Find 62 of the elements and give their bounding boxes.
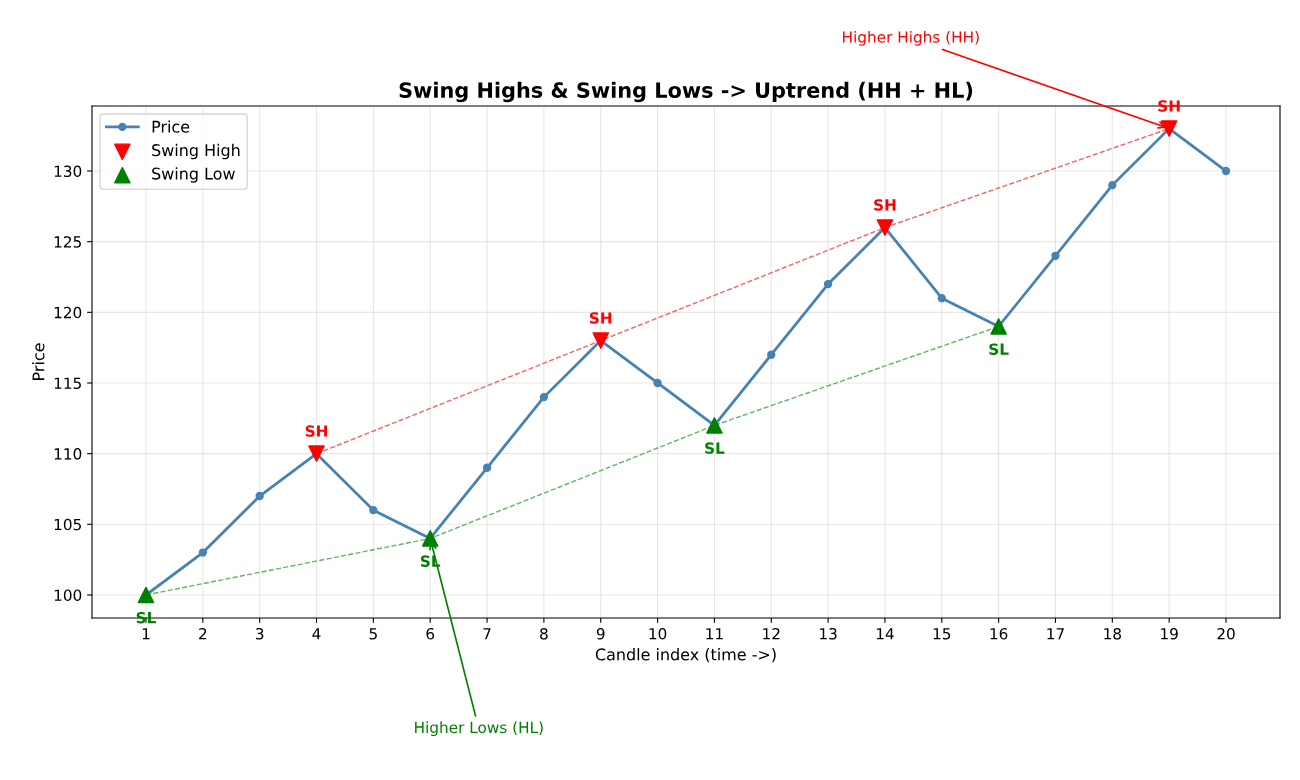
x-tick-label: 13 xyxy=(820,627,837,640)
x-tick-label: 8 xyxy=(540,627,548,640)
x-axis-title: Candle index (time ->) xyxy=(595,648,776,663)
legend-label: Swing Low xyxy=(152,167,235,183)
x-tick-label: 6 xyxy=(426,627,435,640)
point xyxy=(1160,120,1178,137)
x-tick-label: 14 xyxy=(876,628,894,640)
x-tick-label: 10 xyxy=(649,627,667,640)
y-tick-label: 105 xyxy=(54,518,81,531)
point xyxy=(1108,180,1117,190)
legend-label: Swing High xyxy=(152,143,240,160)
data-label: SH xyxy=(874,199,896,211)
point xyxy=(767,350,776,359)
point xyxy=(255,491,264,501)
legend-label: Price xyxy=(152,120,190,133)
y-tick-label: 110 xyxy=(54,448,82,460)
x-tick-label: 5 xyxy=(369,628,377,640)
x-tick-label: 9 xyxy=(596,627,605,640)
data-label: SL xyxy=(136,611,156,624)
annotation: Higher Highs (HH) xyxy=(843,30,979,46)
y-tick-label: 100 xyxy=(54,589,82,601)
x-tick-label: 20 xyxy=(1217,627,1235,640)
x-tick-label: 17 xyxy=(1047,628,1064,640)
x-tick-label: 18 xyxy=(1104,627,1121,640)
x-tick-label: 12 xyxy=(763,627,780,640)
x-tick-label: 2 xyxy=(199,627,207,640)
y-axis-title: Price xyxy=(32,343,45,380)
point xyxy=(706,417,723,434)
point xyxy=(539,392,549,402)
x-tick-label: 11 xyxy=(706,628,723,640)
point xyxy=(937,294,946,303)
point xyxy=(592,332,610,349)
point xyxy=(482,463,492,472)
y-tick-label: 130 xyxy=(54,165,82,178)
data-label: SL xyxy=(989,343,1009,355)
point xyxy=(653,378,662,388)
data-label: SL xyxy=(705,442,725,454)
point xyxy=(421,530,439,547)
x-tick-label: 19 xyxy=(1161,627,1178,640)
point xyxy=(198,548,208,557)
chart-title: Swing Highs & Swing Lows -> Uptrend (HH + HL) xyxy=(399,81,973,103)
x-tick-label: 3 xyxy=(255,627,264,640)
point xyxy=(308,445,325,462)
y-tick-label: 125 xyxy=(54,236,81,248)
y-tick-label: 115 xyxy=(54,377,81,390)
point xyxy=(369,506,378,515)
annotation: Higher Lows (HL) xyxy=(415,721,543,737)
point xyxy=(1051,251,1060,260)
x-tick-label: 16 xyxy=(990,627,1008,640)
data-label: SH xyxy=(589,312,612,324)
point xyxy=(876,219,894,236)
x-tick-label: 15 xyxy=(933,628,951,640)
point xyxy=(823,279,833,289)
y-tick-label: 120 xyxy=(54,306,82,319)
x-tick-label: 4 xyxy=(312,628,321,640)
x-tick-label: 1 xyxy=(142,628,150,640)
point xyxy=(137,586,155,604)
point xyxy=(1221,166,1231,176)
data-label: SH xyxy=(1158,100,1180,112)
data-label: SH xyxy=(305,425,328,437)
x-tick-label: 7 xyxy=(483,628,491,640)
point xyxy=(990,318,1007,335)
